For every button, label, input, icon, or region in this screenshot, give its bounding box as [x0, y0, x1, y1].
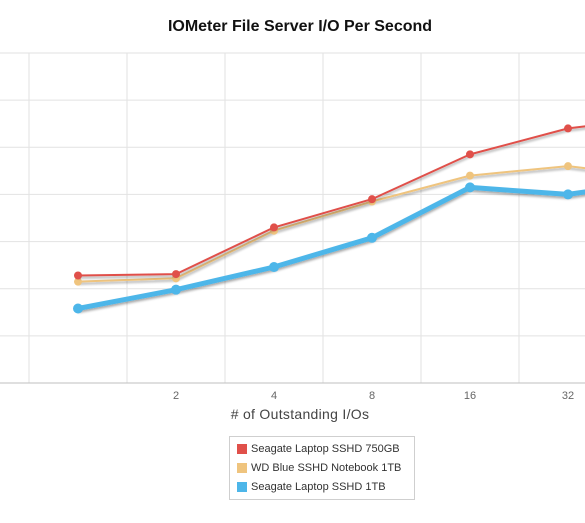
- data-point[interactable]: [172, 270, 180, 279]
- series-1: [74, 124, 585, 280]
- x-tick-label: 2: [173, 390, 179, 402]
- legend-swatch: [237, 463, 247, 473]
- x-axis: 248163264: [173, 390, 574, 402]
- data-point[interactable]: [367, 232, 377, 243]
- legend-label: Seagate Laptop SSHD 750GB: [251, 443, 400, 455]
- legend-label: Seagate Laptop SSHD 1TB: [251, 481, 386, 493]
- data-point[interactable]: [74, 271, 82, 280]
- data-point[interactable]: [564, 162, 572, 171]
- data-point[interactable]: [74, 277, 82, 286]
- data-point[interactable]: [466, 171, 474, 180]
- data-point[interactable]: [270, 223, 278, 232]
- series-3: [73, 182, 585, 314]
- x-tick-label: 32: [562, 390, 574, 402]
- data-point[interactable]: [269, 262, 279, 273]
- legend-label: WD Blue SSHD Notebook 1TB: [251, 462, 402, 474]
- series-line: [77, 184, 585, 311]
- series-line: [77, 165, 585, 283]
- data-point[interactable]: [564, 124, 572, 133]
- data-point[interactable]: [171, 284, 181, 295]
- legend-swatch: [237, 444, 247, 454]
- data-point[interactable]: [563, 189, 573, 200]
- chart-title: IOMeter File Server I/O Per Second: [167, 18, 433, 35]
- x-axis-label: # of Outstanding I/Os: [230, 406, 370, 422]
- series-group: [73, 124, 585, 314]
- data-point[interactable]: [465, 182, 475, 193]
- data-point[interactable]: [368, 195, 376, 204]
- chart-legend: Seagate Laptop SSHD 750GB WD Blue SSHD No…: [229, 436, 415, 500]
- x-tick-label: 16: [464, 390, 476, 402]
- data-point[interactable]: [466, 150, 474, 159]
- series-2: [74, 162, 585, 286]
- x-tick-label: 4: [271, 390, 277, 402]
- plot-grid: [0, 52, 585, 384]
- x-tick-label: 8: [369, 390, 375, 402]
- data-point[interactable]: [73, 303, 83, 314]
- legend-swatch: [237, 482, 247, 492]
